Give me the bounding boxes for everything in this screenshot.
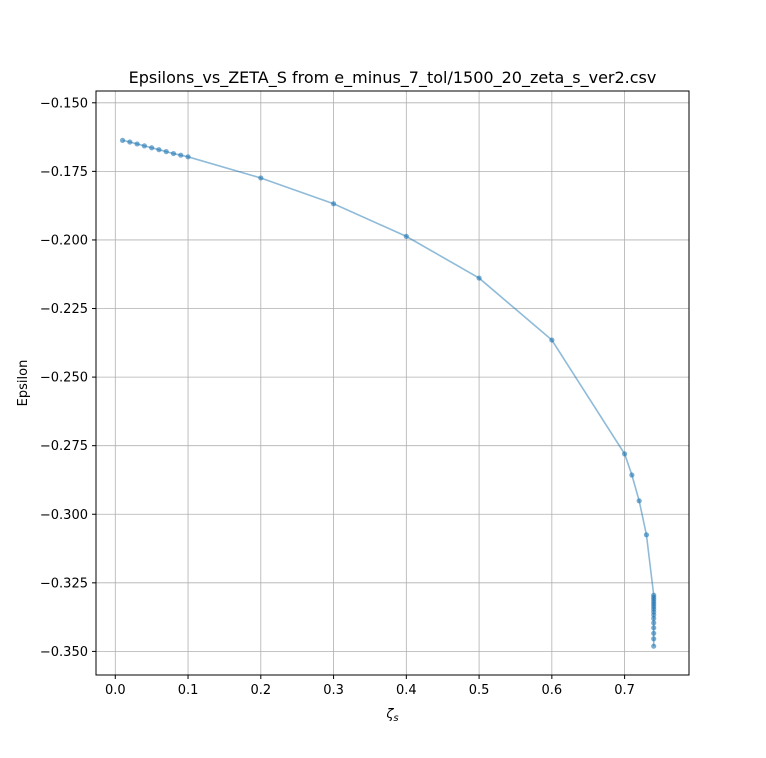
y-tick-label: −0.300 — [40, 508, 88, 523]
y-tick-label: −0.250 — [40, 371, 88, 386]
x-tick-label: 0.0 — [105, 683, 126, 698]
y-tick-label: −0.175 — [40, 165, 88, 180]
x-axis-label: ζs — [385, 707, 398, 724]
data-point — [258, 175, 264, 181]
series — [119, 137, 657, 649]
ticks: 0.0 0.1 0.2 0.3 0.4 0.5 0.6 0.7 −0.150 −0.175 −0.2… — [40, 96, 635, 698]
data-point — [651, 612, 657, 618]
data-point — [127, 139, 133, 145]
x-tick-label: 0.6 — [542, 683, 563, 698]
y-tick-label: −0.225 — [40, 302, 88, 317]
data-point — [156, 147, 162, 153]
x-tick-label: 0.4 — [396, 683, 417, 698]
data-point — [141, 143, 147, 149]
data-point — [476, 275, 482, 281]
y-tick-label: −0.150 — [40, 96, 88, 111]
data-point — [651, 643, 657, 649]
data-point — [651, 620, 657, 626]
data-point — [651, 625, 657, 631]
data-point — [643, 532, 650, 538]
x-tick-label: 0.7 — [614, 683, 635, 698]
y-tick-label: −0.275 — [40, 439, 88, 454]
data-point — [651, 615, 657, 622]
data-point — [622, 451, 628, 457]
data-point — [629, 472, 635, 478]
data-point — [549, 337, 555, 343]
data-point — [178, 152, 184, 158]
data-point — [170, 150, 177, 157]
grid — [96, 91, 689, 675]
data-point — [185, 154, 191, 160]
x-tick-label: 0.1 — [178, 683, 199, 698]
data-point — [636, 498, 642, 504]
data-point — [119, 137, 126, 143]
y-tick-label: −0.200 — [40, 233, 88, 248]
y-axis-label: Epsilon — [16, 360, 31, 407]
plot-frame — [95, 90, 690, 676]
data-point — [403, 233, 409, 239]
data-point — [651, 630, 657, 636]
x-axis-label-subscript: s — [393, 713, 398, 724]
y-tick-label: −0.325 — [40, 576, 88, 591]
data-point — [134, 141, 140, 147]
data-point — [651, 636, 657, 642]
chart-title: Epsilons_vs_ZETA_S from e_minus_7_tol/15… — [129, 68, 657, 88]
data-point — [163, 149, 169, 155]
data-point — [330, 201, 337, 207]
x-tick-label: 0.2 — [250, 683, 271, 698]
x-tick-label: 0.3 — [323, 683, 344, 698]
data-point — [149, 145, 155, 151]
x-tick-label: 0.5 — [469, 683, 490, 698]
x-axis-label-text: ζ — [385, 707, 394, 722]
y-tick-label: −0.350 — [40, 645, 88, 660]
